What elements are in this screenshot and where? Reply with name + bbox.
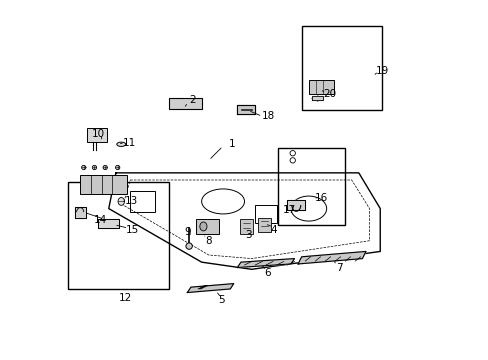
Polygon shape bbox=[75, 207, 85, 217]
Polygon shape bbox=[237, 105, 255, 114]
Text: 14: 14 bbox=[94, 215, 107, 225]
Ellipse shape bbox=[92, 165, 97, 170]
Bar bbox=[278, 148, 344, 225]
Bar bbox=[196, 219, 219, 234]
Bar bbox=[130, 191, 155, 212]
Text: 12: 12 bbox=[119, 293, 132, 303]
Polygon shape bbox=[287, 200, 305, 210]
Polygon shape bbox=[237, 258, 294, 267]
Text: 7: 7 bbox=[335, 262, 342, 273]
Text: 19: 19 bbox=[375, 66, 388, 76]
Bar bbox=[87, 128, 107, 143]
Ellipse shape bbox=[117, 142, 125, 147]
Text: 20: 20 bbox=[322, 89, 335, 99]
Ellipse shape bbox=[200, 222, 206, 231]
Text: 16: 16 bbox=[314, 193, 327, 203]
Text: 8: 8 bbox=[205, 236, 212, 246]
Polygon shape bbox=[312, 96, 323, 100]
Text: 6: 6 bbox=[264, 268, 270, 278]
Text: 1: 1 bbox=[228, 139, 235, 149]
Ellipse shape bbox=[115, 165, 120, 170]
Bar bbox=[240, 219, 252, 234]
Polygon shape bbox=[298, 251, 365, 264]
Polygon shape bbox=[187, 284, 233, 293]
Ellipse shape bbox=[185, 243, 192, 249]
Ellipse shape bbox=[103, 165, 107, 170]
Text: 17: 17 bbox=[282, 205, 295, 215]
Polygon shape bbox=[108, 173, 380, 269]
Polygon shape bbox=[98, 219, 119, 228]
Ellipse shape bbox=[81, 165, 86, 170]
Text: 5: 5 bbox=[218, 295, 224, 305]
Text: 2: 2 bbox=[189, 95, 196, 105]
Ellipse shape bbox=[118, 198, 124, 205]
Bar bbox=[169, 98, 201, 109]
Bar bbox=[301, 26, 381, 111]
Bar bbox=[255, 205, 276, 223]
Text: 3: 3 bbox=[244, 230, 251, 240]
Bar bbox=[67, 182, 169, 289]
Text: 10: 10 bbox=[91, 129, 104, 139]
Bar bbox=[257, 217, 270, 232]
Text: 11: 11 bbox=[122, 138, 136, 148]
Text: 15: 15 bbox=[125, 225, 138, 235]
Text: 9: 9 bbox=[184, 227, 191, 237]
Bar bbox=[308, 80, 333, 94]
Text: 4: 4 bbox=[270, 225, 277, 235]
Text: 18: 18 bbox=[262, 111, 275, 121]
Text: 13: 13 bbox=[124, 197, 138, 206]
Bar bbox=[80, 175, 126, 194]
